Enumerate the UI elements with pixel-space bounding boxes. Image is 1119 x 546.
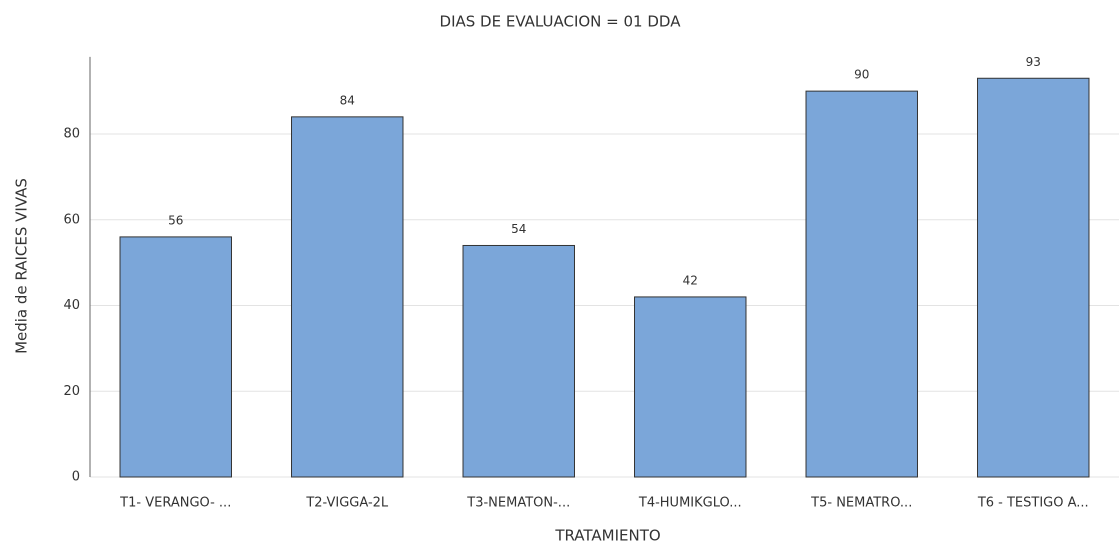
y-tick-label: 40: [63, 298, 80, 313]
data-label: 42: [683, 273, 698, 287]
data-label: 54: [511, 222, 526, 236]
x-tick-label: T3-NEMATON-...: [466, 496, 570, 511]
x-tick-label: T2-VIGGA-2L: [305, 496, 389, 511]
data-label: 93: [1026, 55, 1041, 69]
x-tick-label: T1- VERANGO- ...: [119, 496, 231, 511]
y-tick-label: 60: [63, 212, 80, 227]
bar: [634, 296, 747, 478]
x-axis-label: TRATAMIENTO: [554, 527, 660, 545]
x-tick-label: T5- NEMATRO...: [810, 496, 912, 511]
bar: [291, 116, 404, 478]
y-tick-label: 0: [72, 470, 80, 485]
bar: [977, 77, 1090, 478]
x-tick-label: T4-HUMIKGLO...: [638, 496, 742, 511]
x-tick-label: T6 - TESTIGO A...: [977, 496, 1089, 511]
y-tick-label: 80: [63, 127, 80, 142]
bar: [462, 244, 575, 478]
y-tick-label: 20: [63, 384, 80, 399]
y-axis-label: Media de RAICES VIVAS: [13, 178, 31, 354]
data-label: 90: [854, 68, 869, 82]
data-label: 84: [340, 93, 355, 107]
data-label: 56: [168, 213, 183, 227]
chart-title: DIAS DE EVALUACION = 01 DDA: [440, 13, 682, 31]
bar: [119, 236, 232, 478]
bar: [805, 90, 918, 478]
